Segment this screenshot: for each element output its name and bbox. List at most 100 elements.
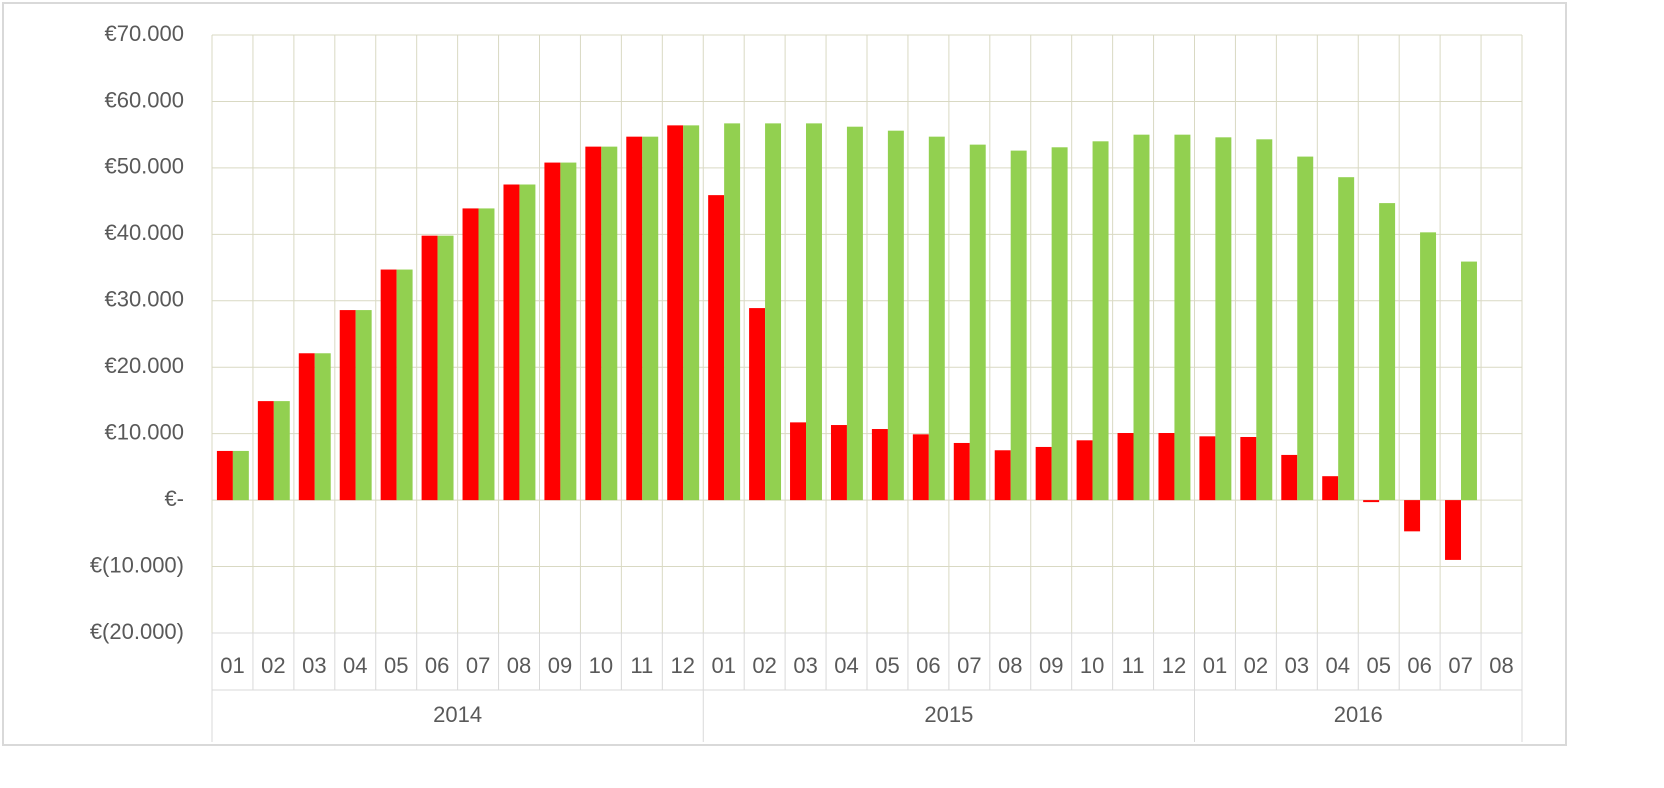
bar [626,136,643,501]
x-tick-label: 04 [343,653,367,678]
x-tick-label: 07 [466,653,490,678]
x-tick-label: 07 [1448,653,1472,678]
bar [339,310,356,501]
bar [683,125,700,501]
bar [806,123,822,501]
bar [1256,139,1273,501]
bar [724,123,741,501]
bar [544,162,561,501]
x-tick-label: 08 [1489,653,1513,678]
bar [355,310,372,501]
bar [519,184,536,501]
x-tick-label: 09 [548,653,572,678]
y-tick-label: €50.000 [104,154,184,179]
bar [969,144,986,501]
bar [1322,476,1339,501]
x-tick-label: 11 [1122,653,1145,678]
x-tick-label: 10 [589,653,613,678]
bar [912,434,929,501]
x-tick-label: 02 [752,653,776,678]
bar [1281,454,1298,501]
y-tick-label: €- [164,486,184,511]
bar [585,146,602,501]
bar [1010,150,1027,501]
x-tick-label: 05 [1366,653,1390,678]
bar [790,422,807,501]
x-tick-label: 12 [671,653,695,678]
bar [503,184,520,501]
x-tick-label: 03 [793,653,817,678]
x-tick-label: 08 [998,653,1022,678]
x-tick-label: 06 [916,653,940,678]
bar [1363,500,1380,503]
bar [749,308,766,501]
bar [437,235,454,501]
bar [1117,433,1134,501]
x-tick-label: 01 [1203,653,1227,678]
bar [1092,141,1109,501]
bar [1379,203,1396,501]
y-tick-label: €20.000 [104,353,184,378]
x-tick-label: 03 [1285,653,1309,678]
bar [708,195,725,501]
bar [871,429,888,501]
bar [1174,134,1191,501]
x-tick-label: 11 [630,653,653,678]
x-tick-label: 04 [1326,653,1350,678]
bar [314,353,331,501]
bar [887,130,904,501]
bar [257,401,274,501]
y-tick-label: €(10.000) [90,552,184,577]
x-tick-label: 04 [834,653,858,678]
x-tick-label: 02 [1244,653,1268,678]
bar [232,450,249,501]
y-tick-label: €60.000 [104,87,184,112]
bar [830,425,847,501]
bar [1461,261,1477,501]
bar [1215,137,1232,501]
x-tick-label: 03 [302,653,326,678]
x-tick-label: 02 [261,653,285,678]
x-tick-label: 08 [507,653,531,678]
y-tick-label: €(20.000) [90,619,184,644]
bar [846,126,863,501]
x-tick-label: 06 [1407,653,1431,678]
bar [560,162,577,501]
group-label: 2014 [433,702,482,727]
bar [1051,147,1068,501]
bar [928,136,945,501]
x-tick-label: 10 [1080,653,1104,678]
bar [1199,436,1216,501]
bar [478,208,495,501]
group-label: 2016 [1334,702,1383,727]
bar [396,269,413,501]
bar [1338,177,1355,501]
bar [1240,436,1257,501]
bar [1076,440,1093,501]
bar [298,353,315,501]
bar [380,269,397,501]
bar [1035,446,1052,501]
bar [1445,500,1462,560]
x-tick-label: 09 [1039,653,1063,678]
x-tick-label: 01 [220,653,244,678]
y-tick-label: €70.000 [104,21,184,46]
x-tick-label: 07 [957,653,981,678]
bar [462,208,479,501]
bar [601,146,618,501]
group-label: 2015 [924,702,973,727]
y-tick-label: €30.000 [104,287,184,312]
bar [273,401,290,501]
bar [1404,500,1421,532]
bar [642,136,659,501]
bar [1158,433,1175,501]
bar [421,235,438,501]
bar [667,125,684,501]
bar [1420,232,1437,501]
bar [953,442,970,501]
y-tick-label: €40.000 [104,220,184,245]
x-tick-label: 05 [875,653,899,678]
x-tick-label: 01 [711,653,735,678]
bar [1133,134,1150,501]
